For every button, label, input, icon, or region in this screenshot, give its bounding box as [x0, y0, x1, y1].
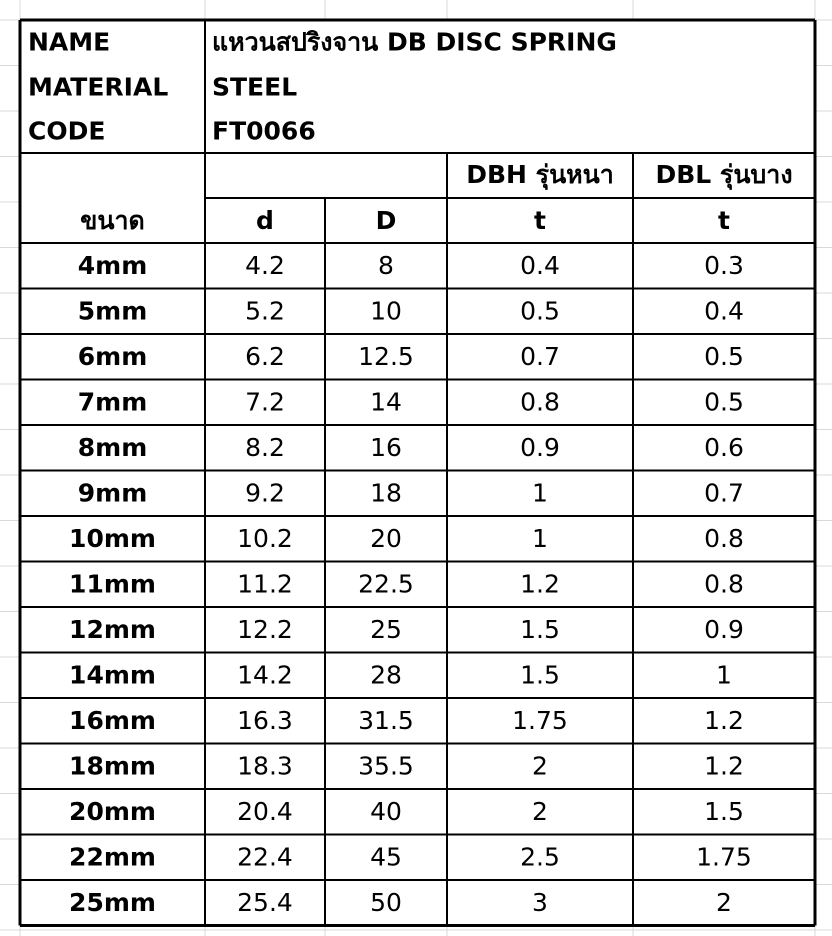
cell-value: 1.5: [520, 615, 560, 644]
header-value: STEEL: [212, 73, 297, 102]
cell-value: 3: [532, 888, 548, 917]
cell-value: 1: [532, 524, 548, 553]
header-value: FT0066: [212, 117, 316, 146]
cell-value: 5.2: [245, 296, 285, 325]
cell-value: 1: [532, 478, 548, 507]
cell-value: 0.7: [704, 478, 744, 507]
size-label: 25mm: [69, 888, 156, 917]
size-label: 14mm: [69, 660, 156, 689]
size-label: 4mm: [78, 251, 148, 280]
size-label: 12mm: [69, 615, 156, 644]
cell-value: 1.2: [704, 751, 744, 780]
cell-value: 1.5: [520, 660, 560, 689]
size-label: 7mm: [78, 387, 148, 416]
cell-value: 12.5: [358, 342, 414, 371]
header-label: NAME: [28, 28, 110, 57]
cell-value: 0.6: [704, 433, 744, 462]
cell-value: 1.75: [696, 842, 752, 871]
size-label: 8mm: [78, 433, 148, 462]
cell-value: 0.5: [704, 342, 744, 371]
cell-value: 0.9: [704, 615, 744, 644]
size-label: 11mm: [69, 569, 156, 598]
cell-value: 0.9: [520, 433, 560, 462]
cell-value: 2: [716, 888, 732, 917]
cell-value: 2: [532, 751, 548, 780]
cell-value: 8.2: [245, 433, 285, 462]
cell-value: 0.4: [704, 296, 744, 325]
cell-value: 0.5: [704, 387, 744, 416]
cell-value: 40: [370, 797, 402, 826]
cell-value: 18: [370, 478, 402, 507]
column-header: d: [256, 206, 274, 235]
size-label: 10mm: [69, 524, 156, 553]
column-header: t: [718, 206, 730, 235]
group-header: DBL รุ่นบาง: [655, 160, 792, 191]
cell-value: 0.5: [520, 296, 560, 325]
cell-value: 0.4: [520, 251, 560, 280]
cell-value: 1: [716, 660, 732, 689]
size-label: 6mm: [78, 342, 148, 371]
column-header: D: [376, 206, 397, 235]
header-value: แหวนสปริงจาน DB DISC SPRING: [212, 28, 617, 57]
cell-value: 0.7: [520, 342, 560, 371]
size-label: 9mm: [78, 478, 148, 507]
cell-value: 35.5: [358, 751, 414, 780]
cell-value: 25.4: [237, 888, 293, 917]
cell-value: 45: [370, 842, 402, 871]
cell-value: 18.3: [237, 751, 293, 780]
column-header: ขนาด: [80, 206, 144, 235]
cell-value: 14.2: [237, 660, 293, 689]
cell-value: 31.5: [358, 706, 414, 735]
cell-value: 10: [370, 296, 402, 325]
cell-value: 1.5: [704, 797, 744, 826]
size-label: 20mm: [69, 797, 156, 826]
size-label: 16mm: [69, 706, 156, 735]
cell-value: 20: [370, 524, 402, 553]
size-label: 5mm: [78, 296, 148, 325]
cell-value: 2: [532, 797, 548, 826]
cell-value: 0.3: [704, 251, 744, 280]
size-label: 22mm: [69, 842, 156, 871]
cell-value: 50: [370, 888, 402, 917]
cell-value: 20.4: [237, 797, 293, 826]
sheet-background: [20, 20, 815, 926]
cell-value: 4.2: [245, 251, 285, 280]
cell-value: 12.2: [237, 615, 293, 644]
cell-value: 25: [370, 615, 402, 644]
group-header: DBH รุ่นหนา: [466, 160, 614, 191]
cell-value: 14: [370, 387, 402, 416]
cell-value: 11.2: [237, 569, 293, 598]
cell-value: 22.5: [358, 569, 414, 598]
cell-value: 10.2: [237, 524, 293, 553]
cell-value: 2.5: [520, 842, 560, 871]
cell-value: 7.2: [245, 387, 285, 416]
cell-value: 0.8: [520, 387, 560, 416]
cell-value: 0.8: [704, 524, 744, 553]
column-header: t: [534, 206, 546, 235]
cell-value: 8: [378, 251, 394, 280]
header-label: MATERIAL: [28, 73, 168, 102]
cell-value: 1.75: [512, 706, 568, 735]
cell-value: 6.2: [245, 342, 285, 371]
cell-value: 16.3: [237, 706, 293, 735]
cell-value: 16: [370, 433, 402, 462]
cell-value: 0.8: [704, 569, 744, 598]
cell-value: 22.4: [237, 842, 293, 871]
cell-value: 28: [370, 660, 402, 689]
size-label: 18mm: [69, 751, 156, 780]
cell-value: 9.2: [245, 478, 285, 507]
cell-value: 1.2: [704, 706, 744, 735]
header-label: CODE: [28, 117, 105, 146]
cell-value: 1.2: [520, 569, 560, 598]
